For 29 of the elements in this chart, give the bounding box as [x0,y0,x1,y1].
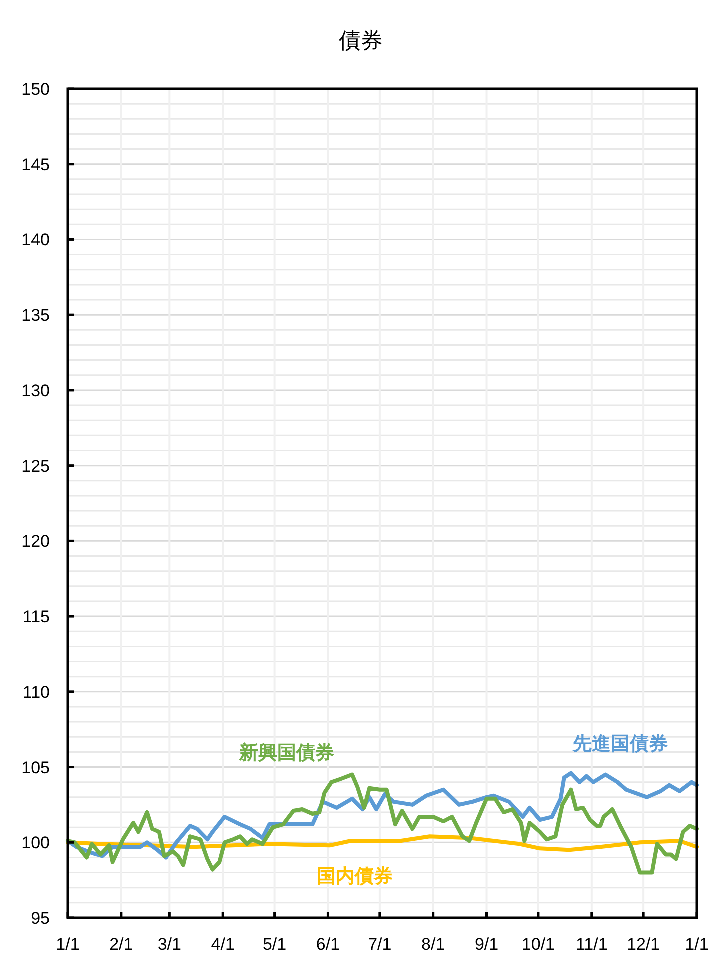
y-tick-label: 120 [22,532,50,552]
y-tick-label: 110 [22,682,50,702]
x-tick-label: 8/1 [422,935,446,954]
x-tick-label: 1/1 [56,935,80,954]
y-tick-label: 105 [22,758,50,778]
x-tick-label: 6/1 [316,935,340,954]
y-tick-label: 145 [22,155,50,174]
x-tick-label: 10/1 [522,935,556,954]
y-tick-label: 95 [31,909,50,928]
y-tick-label: 125 [22,456,50,476]
series-label: 新興国債券 [238,742,334,764]
y-tick-label: 135 [22,306,50,326]
series-label: 国内債券 [316,866,393,888]
x-tick-label: 12/1 [627,935,660,954]
y-tick-label: 130 [22,381,50,400]
x-tick-label: 1/1 [685,935,709,954]
x-tick-label: 11/1 [576,935,608,954]
series-label: 先進国債券 [572,733,668,756]
y-tick-label: 115 [22,608,50,627]
x-tick-label: 9/1 [474,935,499,954]
x-tick-label: 2/1 [110,935,134,954]
chart-title: 債券 [339,28,383,53]
x-tick-label: 3/1 [158,935,182,954]
y-tick-label: 150 [22,80,50,99]
x-tick-label: 4/1 [211,935,235,954]
x-tick-label: 5/1 [262,935,287,954]
y-tick-label: 100 [22,834,50,853]
y-tick-label: 140 [22,230,50,250]
x-tick-label: 7/1 [368,935,392,954]
